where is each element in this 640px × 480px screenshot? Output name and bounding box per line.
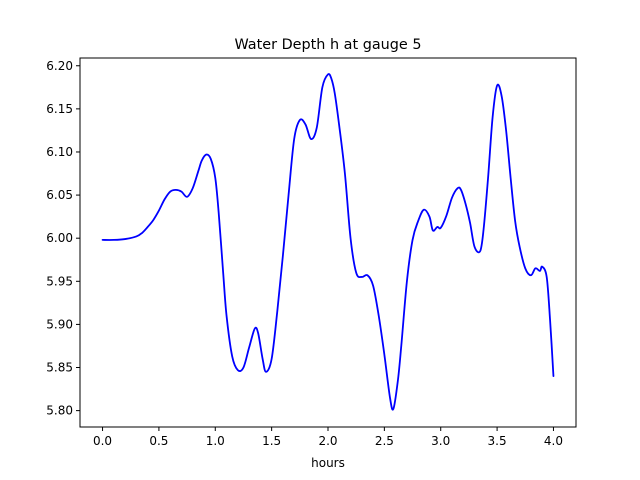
y-tick-label: 6.10: [46, 145, 73, 159]
y-axis: 5.80 5.85 5.90 5.95 6.00 6.05 6.10 6.15 6.20: [46, 59, 80, 418]
x-tick-label: 2.0: [318, 434, 337, 448]
x-tick-label: 0.0: [93, 434, 112, 448]
y-tick-label: 5.85: [46, 361, 73, 375]
y-tick-label: 6.00: [46, 231, 73, 245]
x-tick-label: 3.0: [431, 434, 450, 448]
y-tick-label: 5.80: [46, 404, 73, 418]
x-axis-label: hours: [311, 456, 345, 470]
y-tick-label: 6.20: [46, 59, 73, 73]
x-tick-label: 3.5: [488, 434, 507, 448]
y-tick-label: 6.05: [46, 188, 73, 202]
x-tick-label: 0.5: [149, 434, 168, 448]
plot-area: [101, 73, 555, 411]
x-tick-label: 4.0: [544, 434, 563, 448]
x-tick-label: 1.0: [206, 434, 225, 448]
x-axis: 0.0 0.5 1.0 1.5 2.0 2.5 3.0 3.5 4.0: [93, 427, 563, 448]
y-tick-label: 5.90: [46, 317, 73, 331]
x-tick-label: 1.5: [262, 434, 281, 448]
chart-title: Water Depth h at gauge 5: [234, 37, 421, 53]
x-tick-label: 2.5: [375, 434, 394, 448]
series-line: [101, 73, 555, 411]
y-tick-label: 5.95: [46, 274, 73, 288]
y-tick-label: 6.15: [46, 102, 73, 116]
